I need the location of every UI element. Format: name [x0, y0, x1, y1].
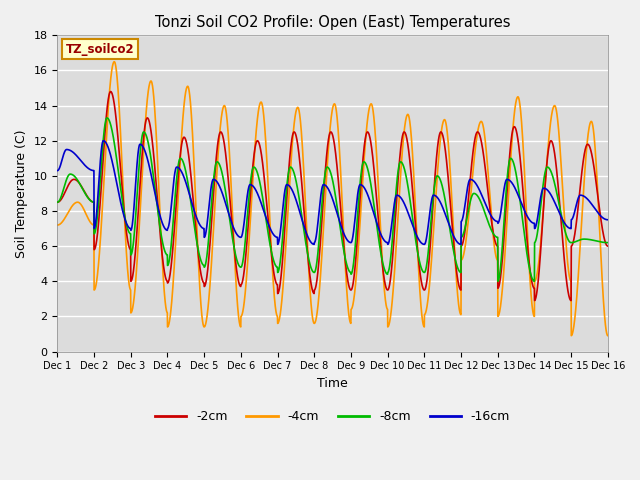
- X-axis label: Time: Time: [317, 377, 348, 390]
- Y-axis label: Soil Temperature (C): Soil Temperature (C): [15, 129, 28, 258]
- Title: Tonzi Soil CO2 Profile: Open (East) Temperatures: Tonzi Soil CO2 Profile: Open (East) Temp…: [155, 15, 510, 30]
- Text: TZ_soilco2: TZ_soilco2: [66, 43, 134, 56]
- Legend: -2cm, -4cm, -8cm, -16cm: -2cm, -4cm, -8cm, -16cm: [150, 405, 515, 428]
